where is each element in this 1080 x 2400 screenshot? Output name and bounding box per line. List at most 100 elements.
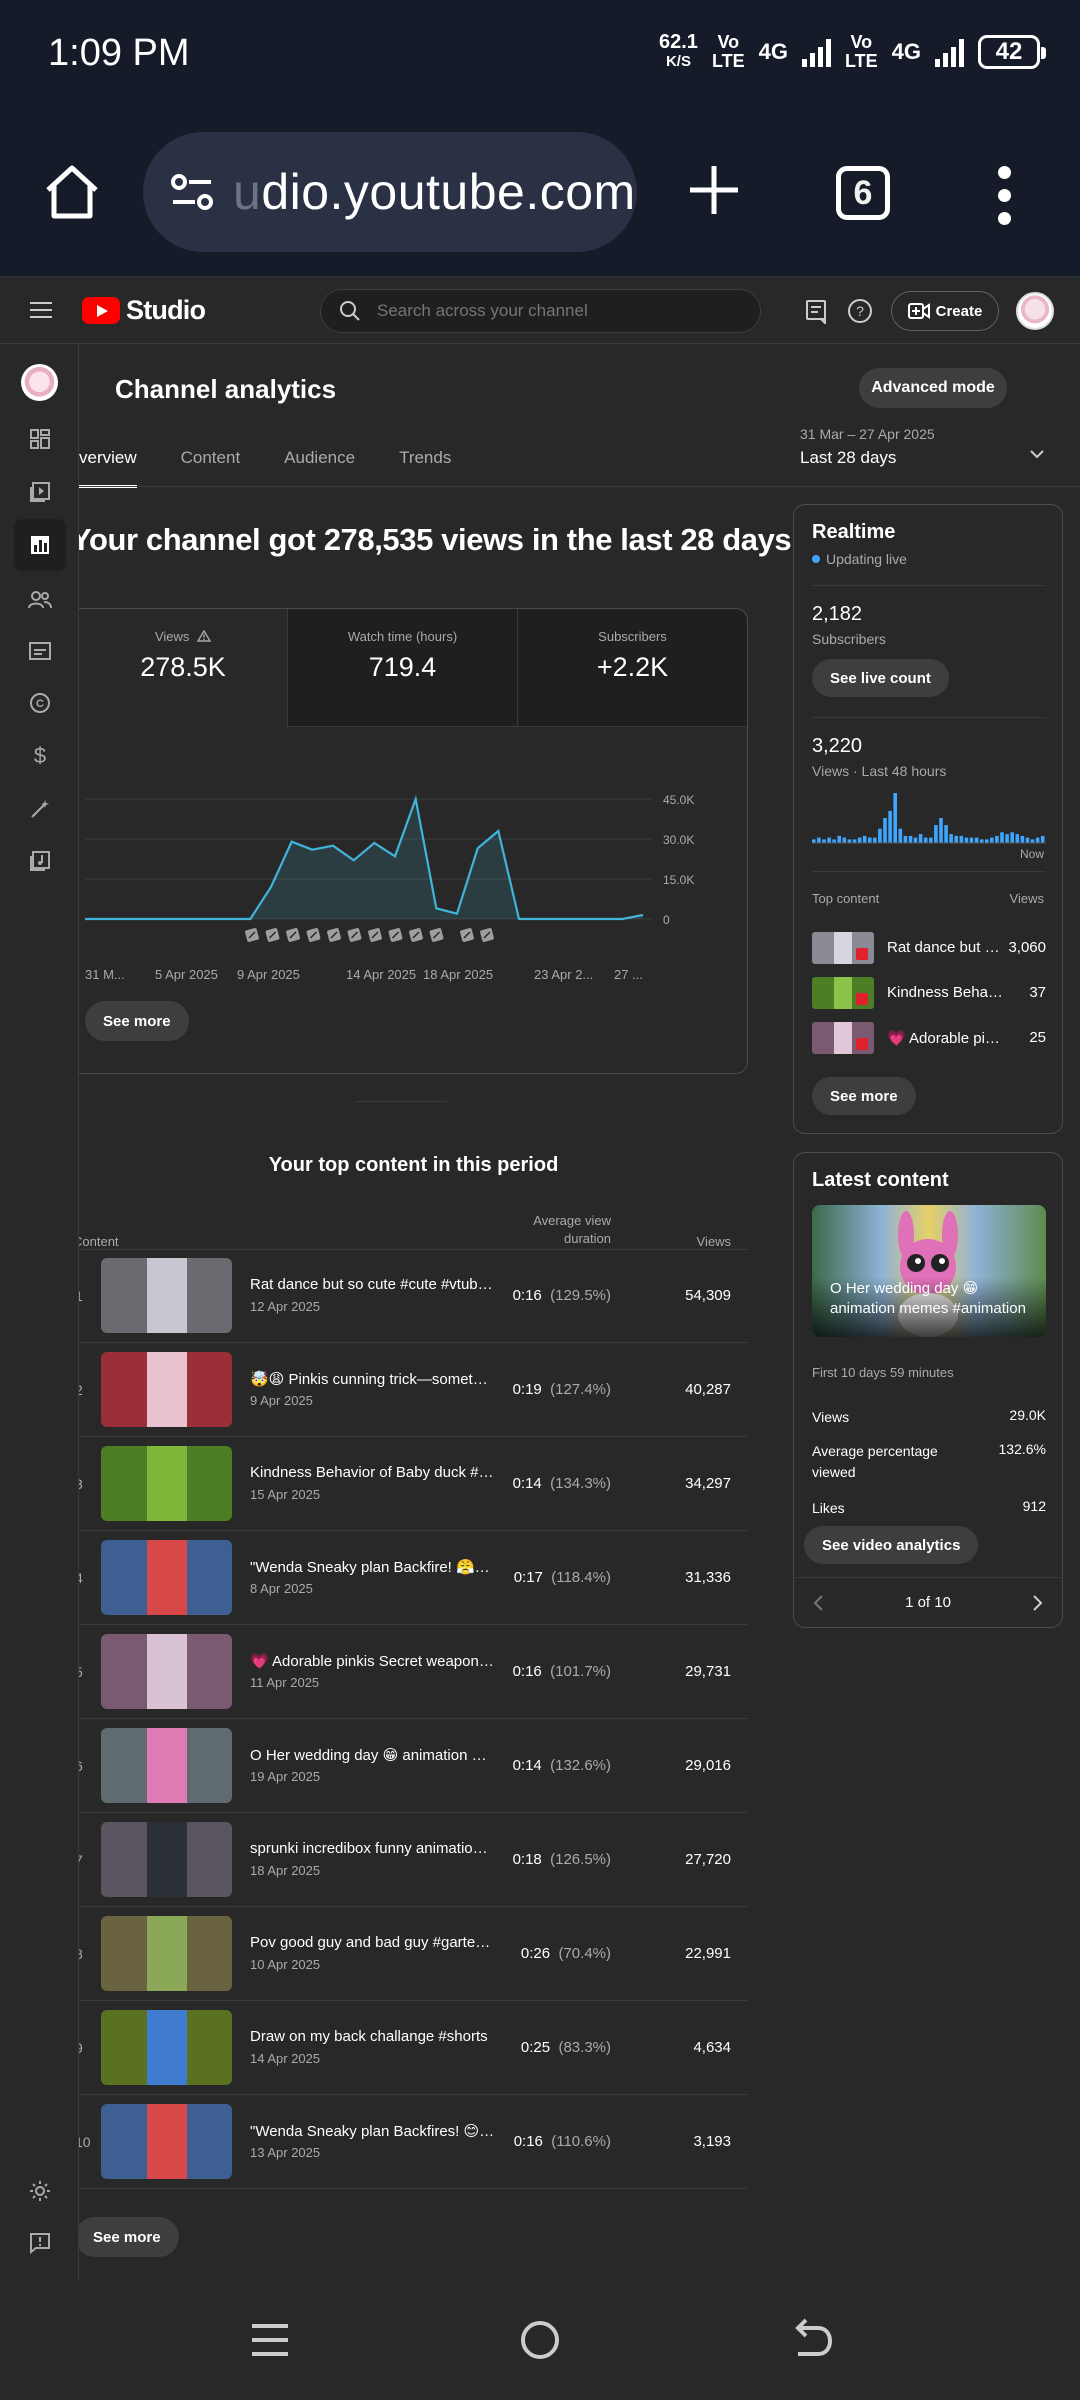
video-thumbnail[interactable] [101,2010,232,2085]
hamburger-menu-icon[interactable] [30,302,52,323]
chevron-down-icon[interactable] [1027,444,1047,464]
analytics-icon[interactable] [14,519,66,571]
realtime-bar [883,818,887,843]
content-icon[interactable] [25,477,54,506]
row-rank: 8 [79,1946,83,1962]
shorts-icon [856,993,868,1005]
tab-trends[interactable]: Trends [399,448,452,467]
video-title[interactable]: Kindness Behavior of Baby duck #animatio… [250,1464,495,1481]
latest-video-thumbnail[interactable]: O Her wedding day 😁 animation memes #ani… [812,1205,1046,1337]
address-bar[interactable]: udio.youtube.com [143,132,637,252]
video-title[interactable]: O Her wedding day 😁 animation memes [250,1747,495,1764]
see-live-count-button[interactable]: See live count [812,659,949,697]
realtime-bar [868,837,872,843]
video-thumbnail[interactable] [101,1916,232,1991]
feedback-icon[interactable] [25,2228,54,2257]
home-button-icon[interactable] [510,2310,570,2370]
video-views: 25 [1029,1029,1046,1046]
site-settings-icon[interactable] [167,166,219,218]
new-tab-icon[interactable] [686,162,742,218]
channel-avatar[interactable] [21,364,58,401]
video-title[interactable]: Draw on my back challange #shorts [250,2028,488,2045]
metric-views[interactable]: Views 278.5K [79,609,287,727]
row-rank: 4 [79,1570,83,1586]
video-thumbnail[interactable] [101,1728,232,1803]
subtitles-icon[interactable] [25,636,54,665]
table-row[interactable]: 7 sprunki incredibox funny animation #sho… [79,1814,748,1907]
video-title[interactable]: 🤯😩 Pinkis cunning trick—something unexpe… [250,1371,495,1388]
community-icon[interactable] [25,584,54,613]
recent-apps-icon[interactable] [240,2310,300,2370]
video-title[interactable]: "Wenda Sneaky plan Backfires! 😊 The end [250,2123,495,2140]
video-title[interactable]: sprunki incredibox funny animation #shor… [250,1840,495,1857]
metric-watch-time[interactable]: Watch time (hours) 719.4 [287,609,517,727]
video-title[interactable]: "Wenda Sneaky plan Backfire! 😤#shorts [250,1559,495,1576]
chevron-right-icon[interactable] [1028,1594,1046,1612]
studio-logo[interactable]: Studio [82,295,206,326]
top-content-see-more-button[interactable]: See more [79,2217,179,2257]
table-row[interactable]: 1 Rat dance but so cute #cute #vtuber #an… [79,1250,748,1343]
video-views: 40,287 [685,1381,731,1398]
tab-switcher-button[interactable]: 6 [836,166,890,220]
see-video-analytics-button[interactable]: See video analytics [804,1526,979,1564]
more-menu-icon[interactable] [998,166,1014,225]
video-thumbnail[interactable] [101,2104,232,2179]
video-title[interactable]: Pov good guy and bad guy #gartenofbanban [250,1934,495,1951]
video-title[interactable]: Rat dance but so cute #cute #vtuber #ani… [250,1276,495,1293]
account-avatar[interactable] [1016,292,1054,330]
realtime-bar [939,818,943,843]
earn-icon[interactable]: $ [25,741,54,770]
advanced-mode-button[interactable]: Advanced mode [859,368,1007,408]
video-thumbnail[interactable] [101,1822,232,1897]
settings-icon[interactable] [25,2176,54,2205]
realtime-bar [1040,835,1045,843]
chevron-left-icon[interactable] [810,1594,828,1612]
home-icon[interactable] [40,160,104,224]
chart-see-more-button[interactable]: See more [85,1001,189,1041]
table-row[interactable]: 8 Pov good guy and bad guy #gartenofbanba… [79,1908,748,2001]
video-thumbnail[interactable] [101,1258,232,1333]
metric-subscribers[interactable]: Subscribers +2.2K [517,609,747,727]
realtime-bar [1020,835,1025,843]
realtime-bar [949,834,953,843]
table-row[interactable]: 5 💗 Adorable pinkis Secret weapon !... 11 … [79,1626,748,1719]
views-line-chart: 45.0K 30.0K 15.0K 0 31 M... 5 Apr 2025 9 Apr 2… [85,793,694,982]
realtime-top-item[interactable]: 💗 Adorable pinkis Secret weapon 25 [812,1022,1046,1054]
studio-header: Studio ? Create [0,278,1080,344]
create-button[interactable]: Create [891,291,999,331]
realtime-bar [1015,834,1020,843]
audio-library-icon[interactable] [25,846,54,875]
back-icon[interactable] [780,2310,840,2370]
video-thumbnail[interactable] [101,1352,232,1427]
realtime-see-more-button[interactable]: See more [812,1077,916,1115]
tab-content[interactable]: Content [180,448,241,467]
customization-icon[interactable] [25,794,54,823]
copyright-icon[interactable]: C [25,688,54,717]
video-thumbnail[interactable] [101,1446,232,1521]
table-row[interactable]: 4 "Wenda Sneaky plan Backfire! 😤#shorts 8 … [79,1532,748,1625]
url-text: udio.youtube.com [233,164,636,220]
date-range-picker[interactable]: 31 Mar – 27 Apr 2025 Last 28 days [800,426,935,467]
table-row[interactable]: 9 Draw on my back challange #shorts 14 Apr… [79,2002,748,2095]
tab-overview[interactable]: verview [79,448,137,488]
realtime-bar [1005,834,1009,843]
table-row[interactable]: 6 O Her wedding day 😁 animation memes 19 A… [79,1720,748,1813]
shorts-icon [856,1038,868,1050]
table-row[interactable]: 2 🤯😩 Pinkis cunning trick—something unexp… [79,1344,748,1437]
comments-icon[interactable] [804,298,830,324]
video-title[interactable]: 💗 Adorable pinkis Secret weapon !... [250,1653,495,1670]
realtime-top-item[interactable]: Rat dance but so cute3,060 [812,932,1046,964]
realtime-views-value: 3,220 [812,735,863,757]
video-date: 9 Apr 2025 [250,1393,313,1408]
tab-audience[interactable]: Audience [284,448,356,467]
help-icon[interactable]: ? [847,298,873,324]
table-row[interactable]: 10 "Wenda Sneaky plan Backfires! 😊 The en… [79,2096,748,2189]
realtime-top-item[interactable]: Kindness Behavior of Baby duck 37 [812,977,1046,1009]
search-input[interactable] [377,301,717,321]
video-thumbnail[interactable] [101,1634,232,1709]
video-thumbnail[interactable] [101,1540,232,1615]
table-row[interactable]: 3 Kindness Behavior of Baby duck #animati… [79,1438,748,1531]
realtime-bar [1035,837,1040,843]
dashboard-icon[interactable] [25,424,54,453]
search-bar[interactable] [320,289,761,333]
